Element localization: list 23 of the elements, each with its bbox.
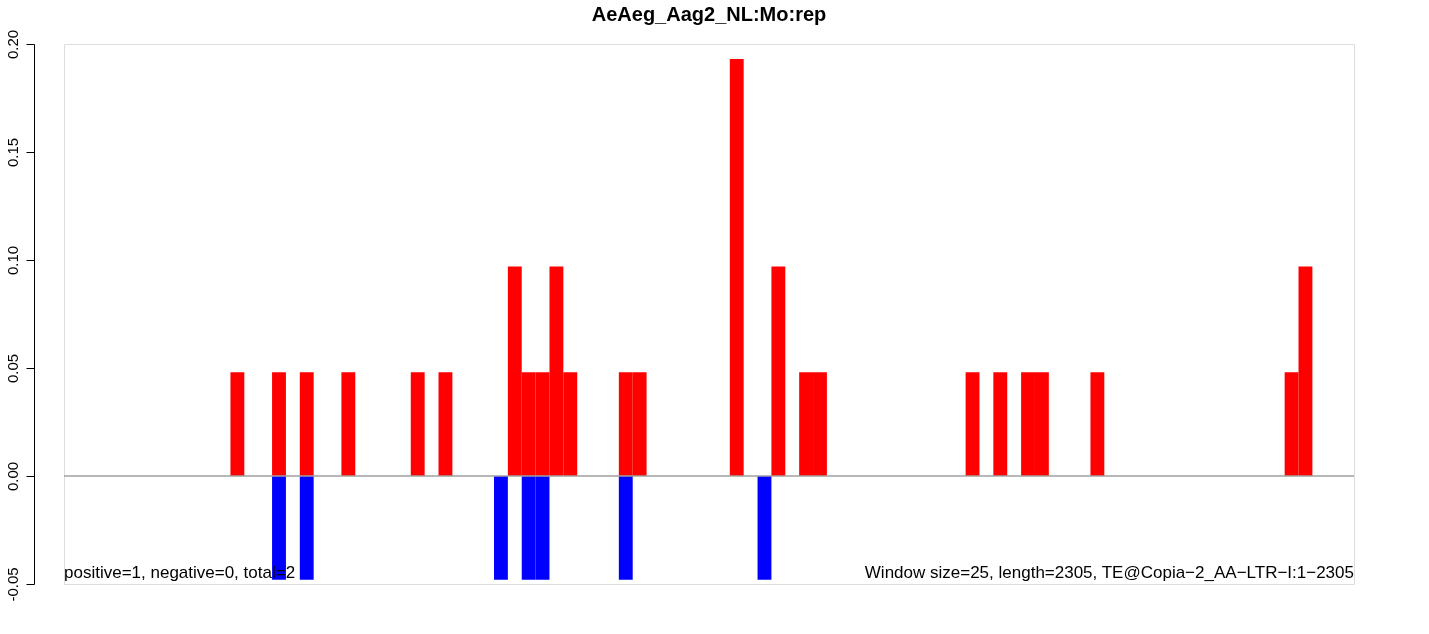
bar [438, 372, 453, 476]
chart-title: AeAeg_Aag2_NL:Mo:rep [591, 3, 827, 26]
y-tick-label: 0.10 [3, 245, 21, 276]
bar [299, 476, 314, 580]
annotation: Window size=25, length=2305, TE@Copia−2_AA−LTR−I:1−2305 [864, 563, 1354, 582]
bar [965, 372, 980, 476]
bar [993, 372, 1008, 476]
bar [494, 476, 508, 580]
bar [272, 372, 286, 476]
bar [410, 372, 425, 476]
bar [341, 372, 356, 476]
bar [1090, 372, 1105, 476]
bar [757, 476, 772, 580]
y-tick-label: 0.15 [3, 137, 21, 168]
y-tick-label: 0.00 [3, 461, 21, 492]
y-tick-label: 0.20 [3, 29, 21, 60]
y-tick-label: -0.05 [3, 567, 21, 602]
bar [618, 476, 633, 580]
bar [230, 372, 245, 476]
bar [299, 372, 314, 476]
bar [771, 266, 786, 476]
y-tick-label: 0.05 [3, 353, 21, 384]
bar [729, 59, 744, 476]
